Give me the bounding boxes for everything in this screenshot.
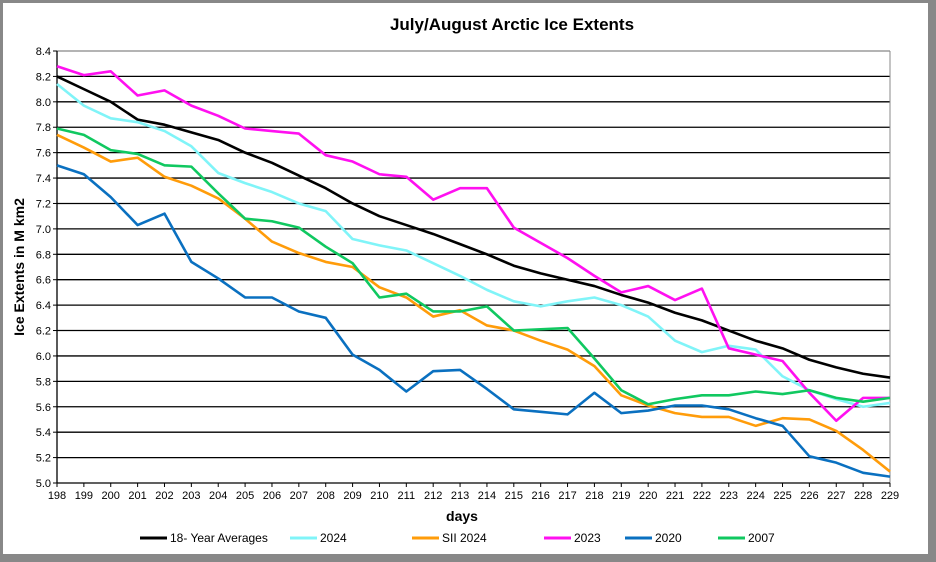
y-tick-label: 8.2 [36,71,51,83]
x-tick-label: 199 [75,490,93,502]
series-line-2020 [56,164,891,478]
y-tick-label: 6.2 [36,326,51,338]
x-tick-label: 220 [639,490,657,502]
x-tick-label: 205 [236,490,254,502]
x-tick-label: 198 [48,490,66,502]
series-line-2007 [56,127,891,406]
x-tick-label: 212 [424,490,442,502]
series-line-2023 [56,65,890,423]
x-tick-label: 200 [102,490,120,502]
y-axis-label: Ice Extents in M km2 [11,198,27,336]
y-tick-label: 7.2 [36,198,51,210]
legend-item-sii-2024: SII 2024 [412,531,487,545]
x-tick-label: 208 [317,490,335,502]
x-tick-label: 206 [263,490,281,502]
y-tick-label: 6.8 [36,249,51,261]
x-tick-label: 207 [290,490,308,502]
x-tick-label: 215 [505,490,523,502]
series-line-18-year-averages [56,75,891,379]
y-tick-label: 5.8 [36,376,51,388]
x-tick-labels: 198 199 200 201 202 203 204 205 206 207 208 209 210 2… [48,490,899,502]
y-tick-labels: 5.0 5.2 5.4 5.6 5.8 6.0 6.2 6.4 6.6 6.8 7.0 7.2 7.4 7… [36,46,51,490]
x-tick-label: 203 [182,490,200,502]
x-tick-label: 204 [209,490,227,502]
x-tick-label: 226 [800,490,818,502]
x-tick-label: 218 [585,490,603,502]
x-tick-label: 221 [666,490,684,502]
legend-label: 2007 [748,531,775,545]
legend-item-18-year-averages: 18- Year Averages [140,531,268,545]
chart-title: July/August Arctic Ice Extents [390,15,634,34]
legend: 18- Year Averages 2024 SII 2024 2023 2020 200… [140,531,775,545]
y-tick-label: 7.4 [36,173,51,185]
x-tick-label: 201 [128,490,146,502]
x-tick-label: 225 [773,490,791,502]
x-tick-label: 209 [343,490,361,502]
y-tick-label: 5.2 [36,453,51,465]
legend-label: 2020 [655,531,682,545]
x-tick-label: 229 [881,490,899,502]
x-tick-label: 202 [155,490,173,502]
x-tick-label: 211 [398,490,416,502]
legend-label: 2024 [320,531,347,545]
series-line-2024 [56,83,891,409]
x-tick-label: 217 [558,490,576,502]
x-tick-label: 210 [370,490,388,502]
y-tick-label: 7.8 [36,122,51,134]
y-tick-label: 8.0 [36,97,51,109]
y-tick-label: 7.6 [36,148,51,160]
legend-label: 2023 [574,531,601,545]
y-tick-label: 7.0 [36,224,51,236]
y-tick-label: 6.4 [36,300,51,312]
x-axis-label: days [446,508,478,524]
y-tick-label: 5.6 [36,402,51,414]
legend-item-2020: 2020 [625,531,682,545]
x-tick-label: 216 [531,490,549,502]
legend-item-2007: 2007 [718,531,775,545]
x-tick-label: 227 [827,490,845,502]
x-tick-label: 213 [451,490,469,502]
y-tick-label: 5.0 [36,478,51,490]
y-tick-label: 8.4 [36,46,51,58]
legend-item-2023: 2023 [544,531,601,545]
y-tick-label: 6.6 [36,275,51,287]
y-tick-label: 6.0 [36,351,51,363]
x-tick-label: 222 [693,490,711,502]
legend-label: 18- Year Averages [170,531,268,545]
x-tick-label: 224 [746,490,764,502]
legend-label: SII 2024 [442,531,487,545]
x-tick-label: 228 [854,490,872,502]
x-tick-label: 219 [612,490,630,502]
x-tick-label: 214 [478,490,496,502]
axes [53,50,891,487]
gridlines [57,50,891,483]
series-lines [56,65,891,478]
x-tick-label: 223 [720,490,738,502]
series-line-sii-2024 [56,133,891,473]
legend-item-2024: 2024 [290,531,347,545]
y-tick-label: 5.4 [36,427,51,439]
